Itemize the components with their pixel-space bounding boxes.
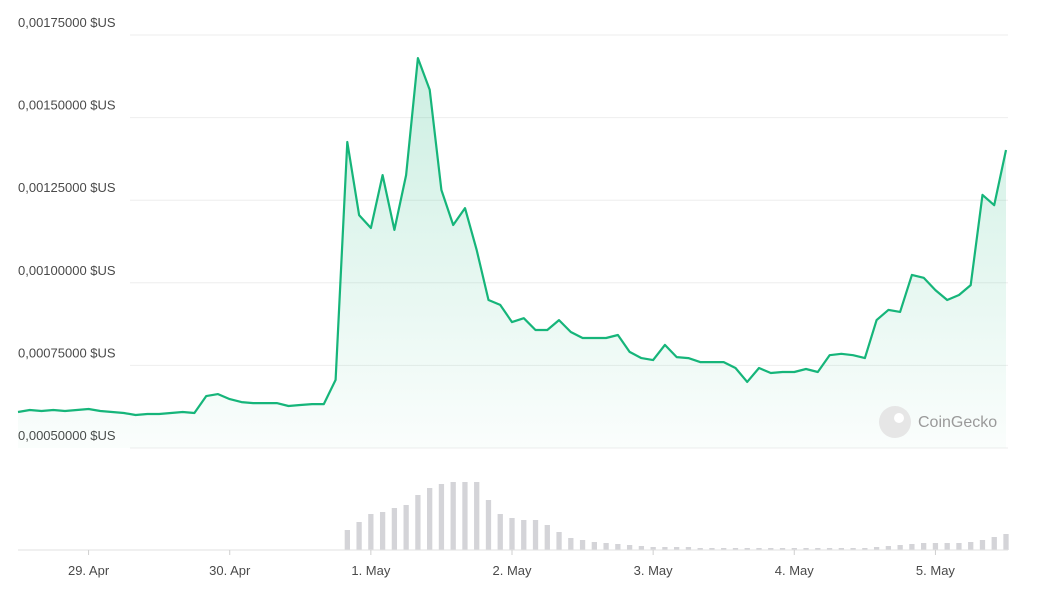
- volume-bar: [379, 512, 386, 550]
- volume-bar: [521, 520, 527, 550]
- volume-bar: [462, 482, 468, 550]
- volume-bar: [615, 544, 621, 550]
- volume-bar: [556, 532, 562, 550]
- volume-bar: [438, 484, 445, 550]
- volume-bar: [391, 508, 398, 550]
- volume-bar: [815, 548, 821, 550]
- volume-bar: [685, 547, 692, 550]
- watermark-logo: [879, 406, 911, 438]
- volume-bar: [497, 514, 503, 550]
- volume-bar: [791, 548, 797, 550]
- volume-bar: [744, 548, 750, 550]
- volume-bar: [768, 548, 774, 550]
- y-tick-label: 0,00175000 $US: [18, 15, 116, 30]
- volume-bar: [544, 525, 550, 550]
- volume-bar: [579, 540, 586, 550]
- x-tick-label: 1. May: [351, 563, 391, 578]
- volume-bar: [709, 548, 715, 550]
- watermark-logo-eye: [894, 413, 904, 423]
- volume-bar: [909, 544, 915, 550]
- volume-bar: [979, 540, 986, 550]
- volume-bar: [662, 547, 668, 550]
- volume-bar: [532, 520, 539, 550]
- volume-bar: [756, 548, 762, 550]
- volume-bar: [803, 548, 809, 550]
- volume-bar: [991, 537, 997, 550]
- volume-bar: [638, 546, 645, 550]
- watermark: CoinGecko: [879, 406, 997, 438]
- x-tick-label: 30. Apr: [209, 563, 251, 578]
- volume-bar: [932, 543, 939, 550]
- price-line: [17, 57, 1008, 417]
- volume-bar: [485, 500, 492, 550]
- volume-bar: [885, 546, 892, 550]
- volume-bar: [697, 548, 703, 550]
- volume-bar: [838, 548, 844, 550]
- volume-bar: [779, 548, 786, 550]
- volume-bar: [591, 542, 597, 550]
- watermark-text: CoinGecko: [918, 414, 997, 431]
- x-tick-label: 3. May: [634, 563, 674, 578]
- x-tick-label: 2. May: [492, 563, 532, 578]
- volume-bar: [474, 482, 480, 550]
- volume-bar: [862, 548, 868, 550]
- volume-bar: [415, 495, 421, 550]
- volume-bar: [721, 548, 727, 550]
- volume-bar: [344, 530, 350, 550]
- volume-bar: [732, 548, 739, 550]
- volume-bar: [427, 488, 433, 550]
- y-tick-label: 0,00100000 $US: [18, 263, 116, 278]
- volume-bar: [603, 543, 609, 550]
- volume-bar: [626, 545, 633, 550]
- volume-bar: [1003, 534, 1009, 550]
- volume-bar: [956, 543, 962, 550]
- volume-bar: [944, 543, 950, 550]
- volume-bar: [921, 543, 927, 550]
- volume-bar: [509, 518, 515, 550]
- volume-bar: [968, 542, 974, 550]
- volume-bar: [674, 547, 680, 550]
- y-tick-label: 0,00125000 $US: [18, 180, 116, 195]
- volume-bar: [356, 522, 362, 550]
- volume-bar: [850, 548, 856, 550]
- y-tick-label: 0,00075000 $US: [18, 345, 116, 360]
- volume-bar: [568, 538, 574, 550]
- x-tick-label: 5. May: [916, 563, 956, 578]
- x-tick-label: 4. May: [775, 563, 815, 578]
- x-tick-label: 29. Apr: [68, 563, 110, 578]
- volume-bar: [450, 482, 456, 550]
- y-tick-label: 0,00150000 $US: [18, 98, 116, 113]
- volume-bar: [403, 505, 409, 550]
- price-area: [18, 58, 1006, 448]
- volume-bar: [650, 547, 656, 550]
- volume-bar: [897, 545, 903, 550]
- volume-bar: [826, 548, 833, 550]
- volume-bar: [368, 514, 374, 550]
- volume-bar: [873, 547, 880, 550]
